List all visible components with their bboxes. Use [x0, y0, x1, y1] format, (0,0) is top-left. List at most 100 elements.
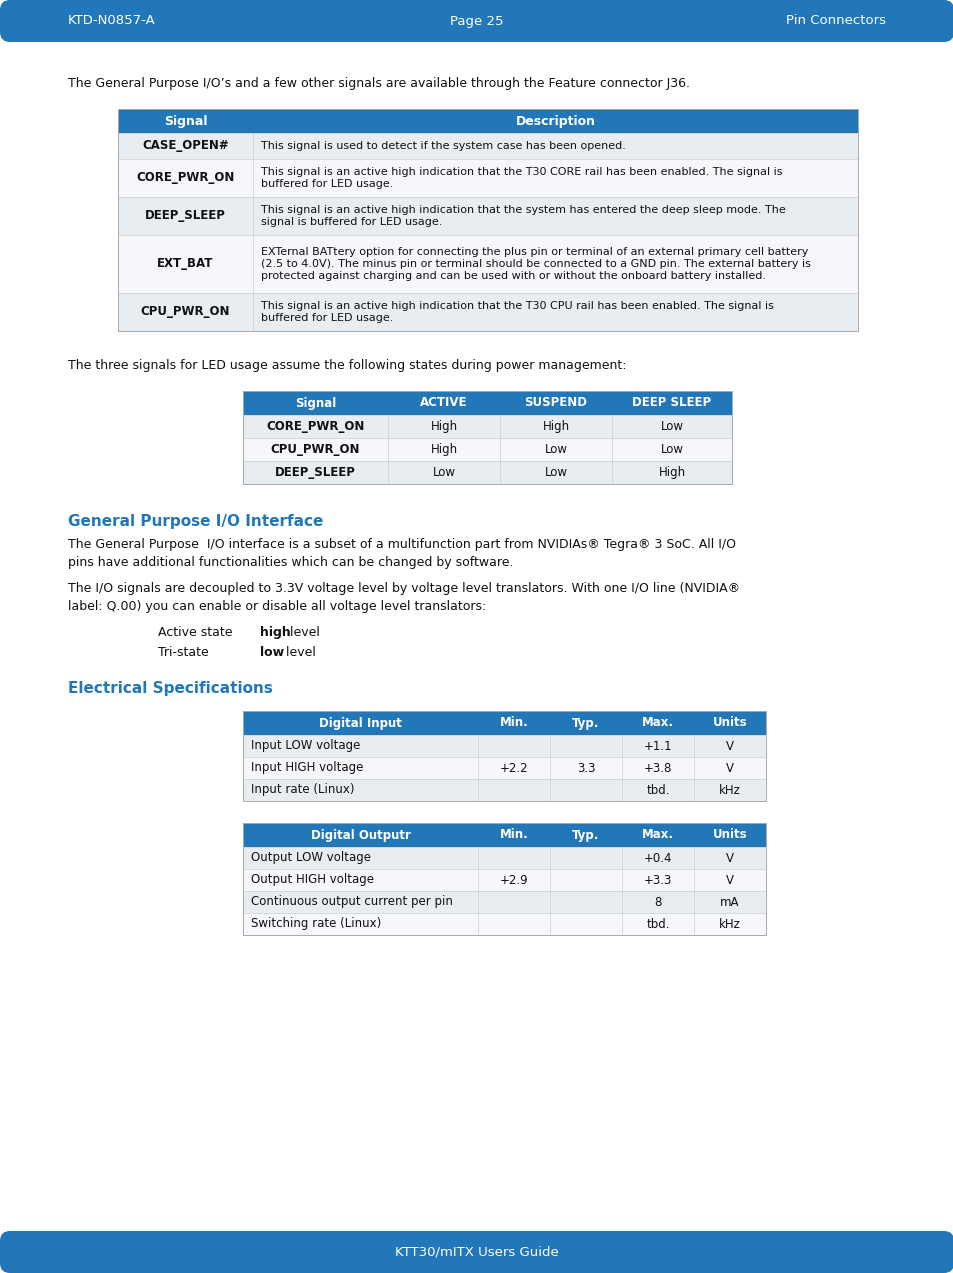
- Bar: [243, 757, 765, 779]
- Text: CASE_OPEN#: CASE_OPEN#: [142, 140, 229, 153]
- Text: +0.4: +0.4: [643, 852, 672, 864]
- Text: CORE_PWR_ON: CORE_PWR_ON: [136, 172, 234, 185]
- Bar: [118, 293, 857, 331]
- Text: High: High: [658, 466, 685, 479]
- Text: CPU_PWR_ON: CPU_PWR_ON: [271, 443, 360, 456]
- Bar: [243, 891, 765, 913]
- Text: Page 25: Page 25: [450, 14, 503, 28]
- Bar: [118, 132, 857, 159]
- Text: Signal: Signal: [294, 396, 335, 410]
- Text: CPU_PWR_ON: CPU_PWR_ON: [141, 306, 230, 318]
- Text: Low: Low: [659, 443, 682, 456]
- Text: Units: Units: [712, 717, 746, 729]
- Text: Continuous output current per pin: Continuous output current per pin: [251, 895, 453, 909]
- Text: level: level: [286, 626, 319, 639]
- Bar: [243, 824, 765, 847]
- Text: ACTIVE: ACTIVE: [420, 396, 467, 410]
- FancyBboxPatch shape: [0, 0, 953, 42]
- Text: V: V: [725, 852, 733, 864]
- Text: Min.: Min.: [499, 717, 528, 729]
- Text: V: V: [725, 873, 733, 886]
- Text: +1.1: +1.1: [643, 740, 672, 752]
- Text: +3.8: +3.8: [643, 761, 672, 774]
- Bar: [118, 197, 857, 236]
- Text: Switching rate (Linux): Switching rate (Linux): [251, 918, 381, 931]
- Text: General Purpose I/O Interface: General Purpose I/O Interface: [68, 514, 323, 530]
- Text: 3.3: 3.3: [577, 761, 595, 774]
- Text: This signal is an active high indication that the T30 CORE rail has been enabled: This signal is an active high indication…: [261, 167, 781, 190]
- Bar: [243, 712, 765, 735]
- Text: Typ.: Typ.: [572, 717, 599, 729]
- FancyBboxPatch shape: [0, 1231, 953, 1273]
- Text: kHz: kHz: [719, 783, 740, 797]
- Text: The General Purpose I/O’s and a few other signals are available through the Feat: The General Purpose I/O’s and a few othe…: [68, 76, 689, 90]
- Text: This signal is used to detect if the system case has been opened.: This signal is used to detect if the sys…: [261, 141, 625, 151]
- Text: Digital Outputr: Digital Outputr: [311, 829, 410, 841]
- Text: Max.: Max.: [641, 829, 673, 841]
- Bar: [243, 824, 765, 934]
- Bar: [243, 913, 765, 934]
- Text: tbd.: tbd.: [645, 918, 669, 931]
- Text: The I/O signals are decoupled to 3.3V voltage level by voltage level translators: The I/O signals are decoupled to 3.3V vo…: [68, 582, 740, 614]
- Text: Min.: Min.: [499, 829, 528, 841]
- Text: V: V: [725, 761, 733, 774]
- Text: Low: Low: [544, 443, 567, 456]
- Text: Input LOW voltage: Input LOW voltage: [251, 740, 360, 752]
- Text: High: High: [542, 420, 569, 433]
- Text: Electrical Specifications: Electrical Specifications: [68, 681, 273, 696]
- Bar: [118, 159, 857, 197]
- Text: High: High: [430, 420, 457, 433]
- Bar: [243, 712, 765, 801]
- Text: kHz: kHz: [719, 918, 740, 931]
- Text: level: level: [282, 645, 315, 659]
- Text: SUSPEND: SUSPEND: [524, 396, 587, 410]
- Text: EXT_BAT: EXT_BAT: [157, 257, 213, 270]
- Text: Signal: Signal: [164, 115, 207, 127]
- Text: +2.2: +2.2: [499, 761, 528, 774]
- Text: DEEP SLEEP: DEEP SLEEP: [632, 396, 711, 410]
- Text: Description: Description: [515, 115, 595, 127]
- Text: Output LOW voltage: Output LOW voltage: [251, 852, 371, 864]
- Bar: [243, 391, 731, 415]
- Text: This signal is an active high indication that the system has entered the deep sl: This signal is an active high indication…: [261, 205, 785, 227]
- Text: Pin Connectors: Pin Connectors: [785, 14, 885, 28]
- Text: Low: Low: [544, 466, 567, 479]
- Text: mA: mA: [720, 895, 739, 909]
- Text: High: High: [430, 443, 457, 456]
- Text: EXTernal BATtery option for connecting the plus pin or terminal of an external p: EXTernal BATtery option for connecting t…: [261, 247, 810, 281]
- Bar: [243, 869, 765, 891]
- Bar: [243, 415, 731, 438]
- Text: Tri-state: Tri-state: [158, 645, 209, 659]
- Text: Input rate (Linux): Input rate (Linux): [251, 783, 355, 797]
- Bar: [118, 236, 857, 293]
- Text: +2.9: +2.9: [499, 873, 528, 886]
- Text: V: V: [725, 740, 733, 752]
- Text: KTT30/mITX Users Guide: KTT30/mITX Users Guide: [395, 1245, 558, 1259]
- Text: Active state: Active state: [158, 626, 233, 639]
- Text: This signal is an active high indication that the T30 CPU rail has been enabled.: This signal is an active high indication…: [261, 300, 773, 323]
- Bar: [243, 735, 765, 757]
- Text: 8: 8: [654, 895, 661, 909]
- Text: Low: Low: [432, 466, 455, 479]
- Text: DEEP_SLEEP: DEEP_SLEEP: [145, 210, 226, 223]
- Text: low: low: [260, 645, 284, 659]
- Bar: [118, 109, 857, 331]
- Bar: [118, 109, 857, 132]
- Text: DEEP_SLEEP: DEEP_SLEEP: [274, 466, 355, 479]
- Text: Digital Input: Digital Input: [318, 717, 401, 729]
- Text: +3.3: +3.3: [643, 873, 672, 886]
- Text: high: high: [260, 626, 291, 639]
- Text: Low: Low: [659, 420, 682, 433]
- Bar: [243, 847, 765, 869]
- Text: Typ.: Typ.: [572, 829, 599, 841]
- Text: Output HIGH voltage: Output HIGH voltage: [251, 873, 374, 886]
- Text: The General Purpose  I/O interface is a subset of a multifunction part from NVID: The General Purpose I/O interface is a s…: [68, 538, 735, 569]
- Text: tbd.: tbd.: [645, 783, 669, 797]
- Text: The three signals for LED usage assume the following states during power managem: The three signals for LED usage assume t…: [68, 359, 626, 372]
- Bar: [243, 391, 731, 484]
- Bar: [243, 438, 731, 461]
- Bar: [243, 461, 731, 484]
- Text: Units: Units: [712, 829, 746, 841]
- Text: CORE_PWR_ON: CORE_PWR_ON: [266, 420, 364, 433]
- Bar: [243, 779, 765, 801]
